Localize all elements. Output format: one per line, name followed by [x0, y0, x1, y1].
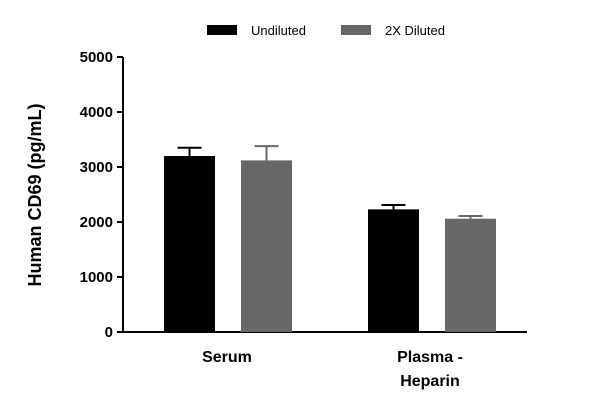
y-tick-label: 2000: [80, 214, 113, 231]
legend: Undiluted 2X Diluted: [207, 23, 445, 38]
y-ticks: 0 1000 2000 3000 4000 5000: [80, 49, 123, 341]
x-category-label-heparin: Heparin: [400, 373, 460, 390]
bar: [241, 160, 292, 332]
y-tick-label: 0: [105, 324, 113, 341]
y-axis-label: Human CD69 (pg/mL): [25, 103, 45, 286]
bar: [368, 209, 419, 332]
legend-label-undiluted: Undiluted: [251, 23, 306, 38]
bar: [164, 156, 215, 332]
y-tick-label: 4000: [80, 104, 113, 121]
x-category-label-serum: Serum: [202, 349, 252, 366]
y-tick-label: 3000: [80, 159, 113, 176]
y-tick-label: 5000: [80, 49, 113, 66]
bars: [164, 145, 496, 332]
legend-swatch-undiluted: [207, 25, 237, 35]
legend-label-2x-diluted: 2X Diluted: [385, 23, 445, 38]
x-category-label-plasma: Plasma -: [397, 349, 463, 366]
legend-swatch-2x-diluted: [341, 25, 371, 35]
y-tick-label: 1000: [80, 269, 113, 286]
bar: [445, 218, 496, 332]
